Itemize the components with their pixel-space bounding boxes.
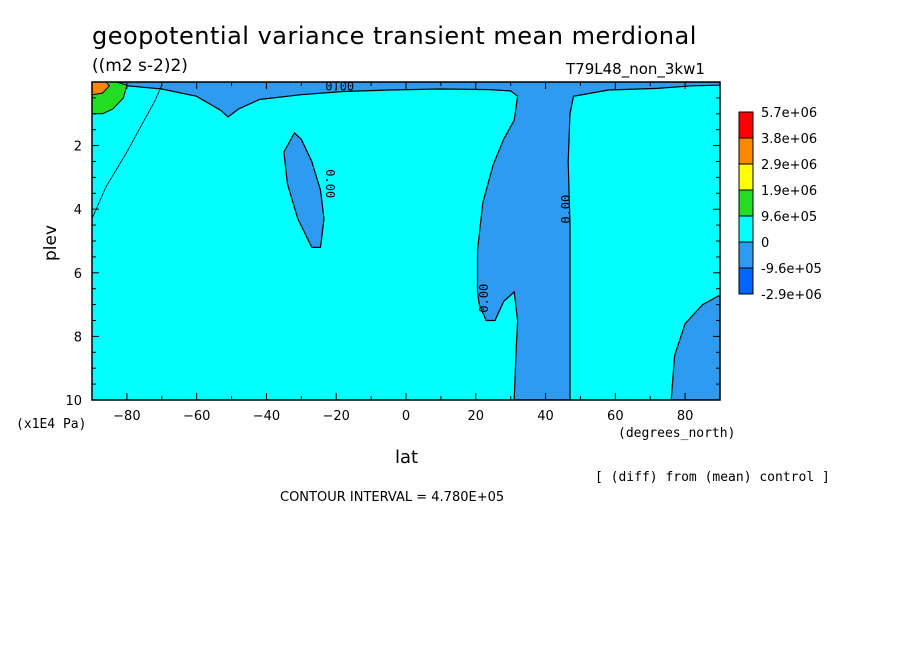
- legend-swatch: [738, 111, 754, 139]
- contour-label: 0.00: [325, 79, 354, 93]
- legend-label: 0: [761, 236, 769, 251]
- contour-label: 0.00: [559, 195, 573, 224]
- legend-label: -9.6e+05: [761, 262, 822, 277]
- y-tick-label: 8: [74, 330, 82, 345]
- legend-swatch: [738, 163, 754, 191]
- y-tick-label: 6: [74, 267, 82, 282]
- legend-label: 2.9e+06: [761, 158, 817, 173]
- legend-swatch: [738, 189, 754, 217]
- y-axis-label: plev: [41, 225, 61, 261]
- legend-swatch: [738, 137, 754, 165]
- negative-regions: [92, 82, 720, 400]
- contour-interval: CONTOUR INTERVAL = 4.780E+05: [280, 490, 505, 505]
- x-units-label: (degrees_north): [618, 426, 736, 441]
- legend-label: 3.8e+06: [761, 132, 817, 147]
- x-tick-label: 60: [607, 409, 624, 424]
- x-tick-label: 80: [677, 409, 694, 424]
- x-tick-label: 20: [468, 409, 485, 424]
- contour-labels: 0.00 0.00 0.00 0.00: [323, 79, 573, 312]
- legend-swatch: [738, 215, 754, 243]
- contour-line-weak-positive-line: [92, 85, 163, 219]
- y-axis-ticks: 2 4 6 8 10: [65, 97, 720, 409]
- x-tick-label: 0: [402, 409, 410, 424]
- zero-level-fill: [92, 82, 720, 400]
- x-axis-label: lat: [395, 447, 419, 468]
- units-label: ((m2 s-2)2): [92, 56, 188, 76]
- legend-label: 9.6e+05: [761, 210, 817, 225]
- negative-region-mid-south-blob: [283, 131, 325, 248]
- x-axis-ticks: −80 −60 −40 −20 0 20 40 60 80: [91, 82, 721, 424]
- y-units-label: (x1E4 Pa): [16, 417, 87, 432]
- x-tick-label: −40: [253, 409, 280, 424]
- x-tick-label: 40: [537, 409, 554, 424]
- legend-label: 5.7e+06: [761, 106, 817, 121]
- x-tick-label: −60: [183, 409, 210, 424]
- contour-label: 0.00: [323, 169, 337, 198]
- contour-label: 0.00: [477, 284, 491, 313]
- contour-lines: [92, 85, 163, 219]
- y-tick-label: 10: [65, 394, 82, 409]
- y-tick-label: 4: [74, 203, 82, 218]
- colorbar-legend: 5.7e+06 3.8e+06 2.9e+06 1.9e+06 9.6e+05 0 -9.6…: [738, 106, 822, 303]
- y-tick-label: 2: [74, 140, 82, 155]
- legend-swatch: [738, 267, 754, 295]
- plot-area: [92, 82, 720, 400]
- diff-note: [ (diff) from (mean) control ]: [595, 470, 830, 485]
- x-tick-label: −20: [323, 409, 350, 424]
- legend-swatch: [738, 241, 754, 269]
- chart-title: geopotential variance transient mean mer…: [92, 22, 697, 50]
- positive-regions: [92, 82, 128, 115]
- positive-region-south-pole-core: [92, 82, 111, 96]
- legend-label: -2.9e+06: [761, 288, 822, 303]
- legend-label: 1.9e+06: [761, 184, 817, 199]
- run-label: T79L48_non_3kw1: [566, 60, 705, 78]
- x-tick-label: −80: [113, 409, 140, 424]
- negative-region-lower-north-corner: [670, 294, 720, 400]
- negative-region-upper-band: [92, 82, 720, 400]
